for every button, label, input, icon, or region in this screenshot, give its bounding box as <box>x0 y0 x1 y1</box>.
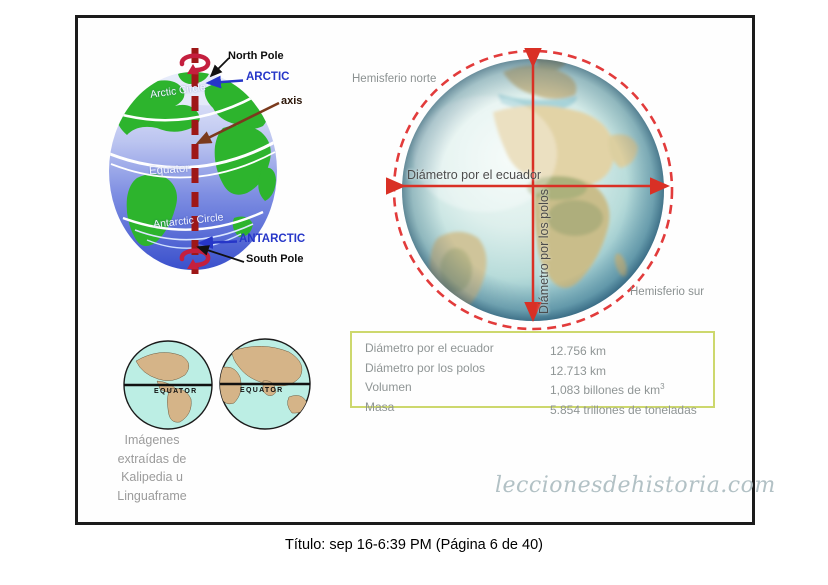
axis-arrow <box>195 101 280 145</box>
stat-value: 5.854 trillones de toneladas <box>550 402 697 417</box>
stat-label: Diámetro por los polos <box>365 360 486 375</box>
hemisphere-south-label: Hemisferio sur <box>630 286 705 298</box>
table-row: Diámetro por el ecuador 12.756 km <box>352 340 713 360</box>
north-pole-arrow <box>209 57 230 78</box>
south-pole-arrow <box>196 245 245 263</box>
earth-diameter-illustration <box>386 48 674 331</box>
table-row: Diámetro por los polos 12.713 km <box>352 360 713 380</box>
arctic-arrow <box>205 75 244 89</box>
rotation-arrow-icon <box>179 248 211 270</box>
table-row: Masa 5.854 trillones de toneladas <box>352 399 713 419</box>
rotation-arrow-icon <box>179 53 211 75</box>
antarctic-arrow <box>197 235 238 249</box>
credit-line: Imágenes <box>124 433 180 447</box>
axis-label: axis <box>281 95 303 107</box>
north-pole-label: North Pole <box>228 50 284 62</box>
table-row: Volumen 1,083 billones de km3 <box>352 379 713 399</box>
stat-value: 1,083 billones de km3 <box>550 382 665 397</box>
credit-line: Kalipedia u <box>121 470 183 484</box>
stat-label: Volumen <box>365 380 412 394</box>
equator-diameter-label: Diámetro por el ecuador <box>407 168 542 182</box>
stat-label: Diámetro por el ecuador <box>365 341 494 355</box>
site-watermark: leccionesdehistoria.com <box>495 473 776 498</box>
stat-value: 12.756 km <box>550 344 607 358</box>
image-credit: Imágenes extraídas de Kalipedia u Lingua… <box>90 431 214 505</box>
axis-globe-illustration <box>109 48 280 274</box>
stat-label: Masa <box>365 399 395 414</box>
page-caption: Título: sep 16-6:39 PM (Página 6 de 40) <box>285 537 543 553</box>
credit-line: extraídas de <box>117 451 187 466</box>
polar-diameter-label: Diámetro por los polos <box>537 188 551 314</box>
equator-west-label: EQUATOR <box>154 388 198 395</box>
hemisphere-north-label: Hemisferio norte <box>352 73 437 85</box>
arctic-label: ARCTIC <box>246 71 290 83</box>
credit-line: Linguaframe <box>117 488 187 503</box>
hemisphere-globes-illustration <box>123 338 311 430</box>
stat-value: 12.713 km <box>550 363 607 378</box>
south-pole-label: South Pole <box>246 253 304 265</box>
equator-east-label: EQUATOR <box>240 387 284 394</box>
antarctic-label: ANTARCTIC <box>239 233 306 245</box>
earth-stats-table: Diámetro por el ecuador 12.756 km Diámet… <box>350 331 715 417</box>
